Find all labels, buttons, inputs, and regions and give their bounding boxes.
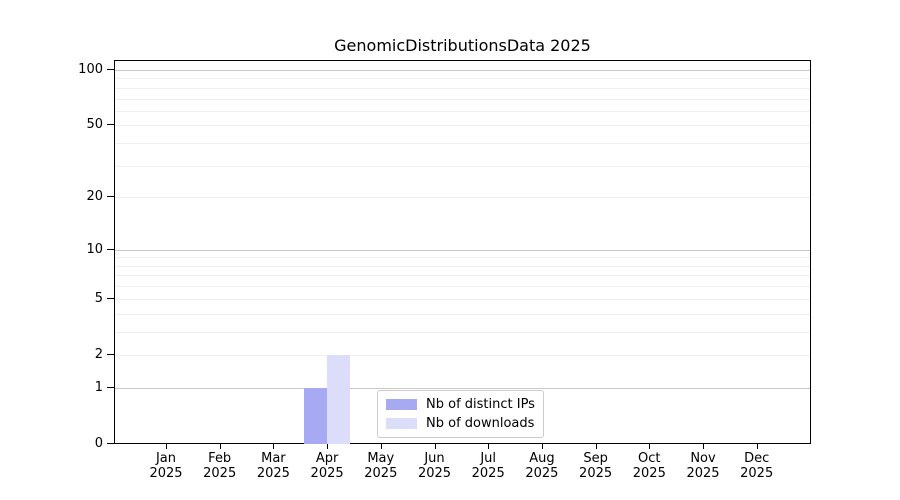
bar-nb-of-distinct-ips [304,387,328,444]
y-gridline-minor [115,286,810,288]
y-gridline-minor [115,165,810,167]
y-tick [107,248,114,250]
y-tick [107,353,114,355]
y-tick-label: 50 [86,117,103,133]
x-tick-month: Jul [480,451,497,466]
x-tick-month: Dec [744,451,770,466]
x-tick-month: Jan [155,451,177,466]
x-tick-year: 2025 [310,466,344,481]
x-tick-label: Nov 2025 [673,451,733,481]
legend-entry: Nb of distinct IPs [386,395,535,414]
x-tick-label: Apr 2025 [297,451,357,481]
y-gridline-minor [115,298,810,300]
x-tick [703,444,704,449]
y-tick [107,69,114,70]
x-tick [434,444,436,449]
x-tick-year: 2025 [203,466,237,481]
y-gridline-minor [115,87,810,89]
y-gridline-major [115,70,810,71]
x-tick-year: 2025 [686,466,720,481]
x-tick [273,444,275,449]
legend-entry: Nb of downloads [386,414,535,433]
x-tick-label: May 2025 [351,451,411,481]
x-tick [649,444,651,449]
y-tick-label: 0 [94,436,103,451]
y-gridline-minor [115,125,810,127]
y-gridline-major [115,249,810,251]
x-tick [541,444,543,449]
y-tick-label: 10 [86,241,103,257]
x-tick [595,444,597,449]
y-gridline-minor [115,354,810,356]
bar-nb-of-downloads [327,354,351,444]
y-gridline-minor [115,143,810,145]
x-tick-month: Apr [315,451,339,466]
x-tick-month: Jun [424,451,445,466]
x-tick-label: Feb 2025 [190,451,250,481]
y-tick-label: 20 [86,189,103,205]
x-tick [219,444,221,449]
y-gridline-minor [115,78,810,80]
x-tick-year: 2025 [525,466,559,481]
chart-title: GenomicDistributionsData 2025 [334,36,591,55]
y-gridline-minor [115,331,810,333]
x-tick-month: Aug [529,451,555,466]
x-tick-month: Feb [208,451,232,466]
y-tick-label: 1 [94,379,103,395]
x-tick-month: Mar [261,451,286,466]
y-gridline-minor [115,98,810,100]
x-tick [756,444,758,449]
y-tick [107,443,114,444]
x-tick-label: Jan 2025 [136,451,196,481]
legend-swatch [386,418,417,429]
x-tick-label: Oct 2025 [619,451,679,481]
y-tick [107,196,114,198]
x-tick-label: Dec 2025 [727,451,787,481]
x-tick [380,444,382,449]
y-gridline-minor [115,265,810,267]
x-tick [488,444,490,449]
y-tick-label: 100 [78,62,103,77]
x-tick-year: 2025 [149,466,183,481]
y-gridline-minor [115,313,810,315]
y-gridline-minor [115,257,810,259]
x-tick-year: 2025 [579,466,613,481]
legend-label: Nb of distinct IPs [426,397,535,412]
y-gridline-minor [115,197,810,199]
x-tick-year: 2025 [364,466,398,481]
x-tick-label: Jun 2025 [405,451,465,481]
x-tick-label: Jul 2025 [458,451,518,481]
y-gridline-major [115,387,810,389]
x-tick-year: 2025 [471,466,505,481]
x-tick-month: Sep [583,451,608,466]
x-tick-year: 2025 [740,466,774,481]
x-tick-label: Sep 2025 [566,451,626,481]
x-tick-year: 2025 [417,466,452,481]
y-gridline-minor [115,275,810,277]
y-gridline-minor [115,110,810,112]
plot-area [114,60,811,444]
y-tick [107,386,114,388]
legend-swatch [386,399,417,410]
x-tick [327,444,329,449]
y-tick-label: 5 [94,290,103,306]
legend-label: Nb of downloads [426,416,535,431]
y-tick-label: 2 [94,346,103,362]
legend: Nb of distinct IPs Nb of downloads [377,390,544,438]
x-tick-label: Aug 2025 [512,451,572,481]
x-tick-label: Mar 2025 [243,451,303,481]
x-tick-year: 2025 [256,466,290,481]
y-tick [107,124,114,126]
x-tick-month: May [367,451,395,466]
x-tick [166,444,167,449]
x-tick-month: Nov [690,451,716,466]
x-tick-year: 2025 [632,466,666,481]
x-tick-month: Oct [638,451,661,466]
y-tick [107,297,114,299]
